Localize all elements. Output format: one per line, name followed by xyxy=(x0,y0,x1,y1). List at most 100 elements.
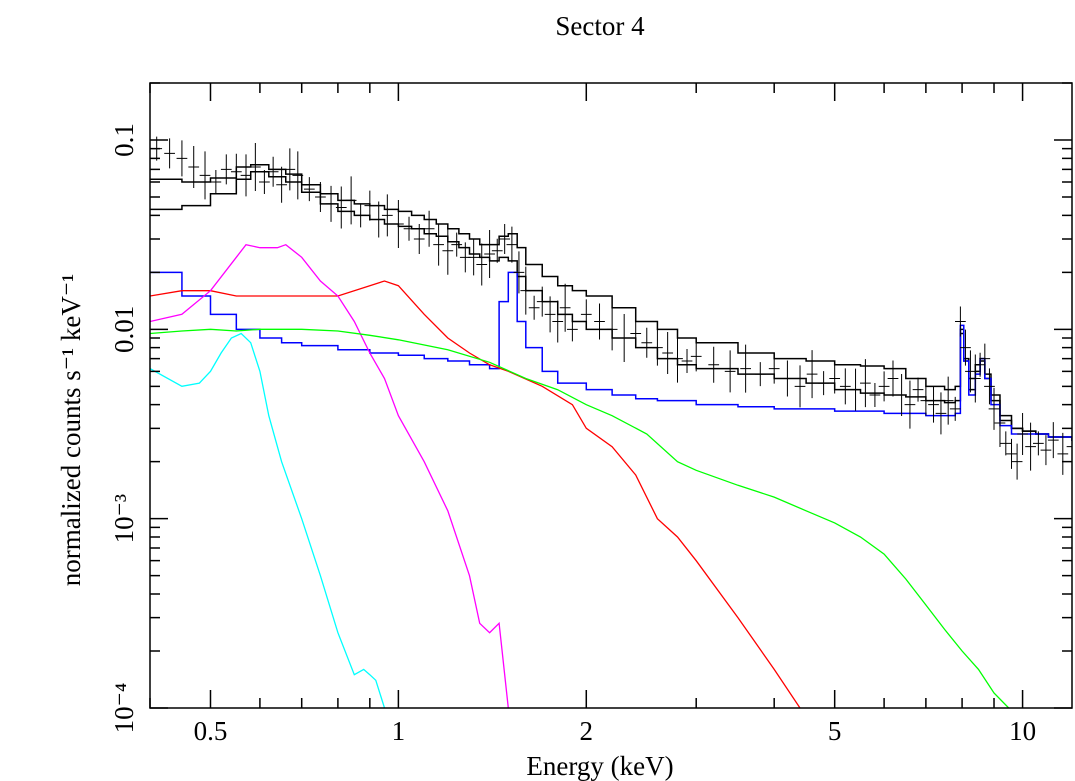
chart-title: Sector 4 xyxy=(555,11,645,41)
data-point xyxy=(188,146,200,189)
x-tick-label: 0.5 xyxy=(194,716,228,746)
data-point xyxy=(974,352,986,377)
data-point xyxy=(1057,432,1069,475)
y-tick-label: 10⁻³ xyxy=(109,494,139,543)
data-point xyxy=(979,343,991,374)
model-component-line-3 xyxy=(150,280,801,708)
data-point xyxy=(896,373,907,416)
data-point xyxy=(559,283,571,332)
data-point xyxy=(681,349,693,374)
data-point xyxy=(630,321,642,346)
data-point xyxy=(433,223,444,266)
x-axis-label: Energy (keV) xyxy=(526,751,673,781)
data-point xyxy=(164,138,175,169)
data-point xyxy=(782,360,793,397)
data-point xyxy=(325,185,337,222)
plot-frame xyxy=(149,82,1073,709)
x-tick-label: 10 xyxy=(1009,716,1036,746)
data-point xyxy=(942,376,954,425)
data-point xyxy=(920,385,932,416)
data-point xyxy=(618,313,630,362)
data-point xyxy=(413,223,425,254)
data-point xyxy=(768,353,780,384)
data-points xyxy=(151,136,1072,480)
data-point xyxy=(1066,422,1072,471)
data-point xyxy=(276,166,287,203)
data-point xyxy=(220,154,232,185)
data-point xyxy=(476,243,488,286)
data-point xyxy=(955,306,966,337)
data-point xyxy=(724,350,736,393)
data-point xyxy=(303,177,315,202)
data-point xyxy=(499,223,511,254)
data-point xyxy=(393,200,404,249)
data-point xyxy=(1047,422,1059,459)
data-point xyxy=(567,317,578,342)
data-point xyxy=(708,346,720,383)
data-point xyxy=(850,368,861,411)
data-point xyxy=(652,329,663,366)
data-point xyxy=(284,148,296,191)
data-point xyxy=(754,362,766,387)
data-point xyxy=(373,201,385,238)
data-point xyxy=(451,232,463,257)
data-point xyxy=(690,341,702,372)
data-point xyxy=(794,365,806,408)
series-layer xyxy=(150,136,1072,708)
data-point xyxy=(988,387,1000,430)
data-point xyxy=(1033,431,1044,456)
data-point xyxy=(484,229,495,278)
data-point xyxy=(606,308,618,351)
data-point xyxy=(536,286,548,317)
data-point xyxy=(887,360,899,397)
data-point xyxy=(949,396,961,421)
data-point xyxy=(740,344,751,393)
data-point xyxy=(528,295,540,320)
data-point xyxy=(1000,431,1012,456)
data-point xyxy=(960,329,971,366)
y-tick-label: 10⁻⁴ xyxy=(109,683,139,734)
data-point xyxy=(1040,435,1052,466)
data-point xyxy=(176,140,188,177)
data-point xyxy=(520,266,532,315)
data-point xyxy=(1006,438,1017,469)
ticks-layer: 0.5 1 2 5 10 0.1 0.01 10⁻³ 10⁻⁴ xyxy=(109,82,1072,746)
data-point xyxy=(513,251,525,294)
x-tick-label: 5 xyxy=(828,716,842,746)
data-point xyxy=(594,303,605,340)
data-point xyxy=(984,368,995,405)
x-tick-label: 2 xyxy=(580,716,594,746)
data-point xyxy=(904,380,916,429)
data-point xyxy=(839,368,851,405)
data-point xyxy=(506,226,518,263)
data-point xyxy=(552,300,564,343)
data-point xyxy=(1025,422,1036,471)
data-point xyxy=(860,359,871,408)
data-point xyxy=(230,153,242,190)
data-point xyxy=(491,238,503,263)
data-point xyxy=(1017,413,1028,456)
data-point xyxy=(468,239,480,276)
y-tick-label: 0.01 xyxy=(109,306,139,353)
data-point xyxy=(403,216,415,241)
data-point xyxy=(249,143,261,192)
y-tick-label: 0.1 xyxy=(109,123,139,157)
data-point xyxy=(965,350,976,393)
data-point xyxy=(994,399,1006,448)
data-point xyxy=(928,386,939,423)
data-point xyxy=(641,327,653,358)
data-point xyxy=(878,371,890,402)
data-point xyxy=(315,181,326,212)
data-point xyxy=(672,334,683,383)
data-point xyxy=(662,331,674,374)
model-component-line-4 xyxy=(150,243,509,708)
data-point xyxy=(345,176,357,225)
data-point xyxy=(912,377,924,402)
data-point xyxy=(355,203,367,228)
y-axis-label: normalized counts s⁻¹ keV⁻¹ xyxy=(56,274,86,586)
model-component-line-6 xyxy=(150,332,386,708)
data-point xyxy=(267,156,279,187)
data-point xyxy=(381,194,393,237)
data-point xyxy=(580,299,592,330)
